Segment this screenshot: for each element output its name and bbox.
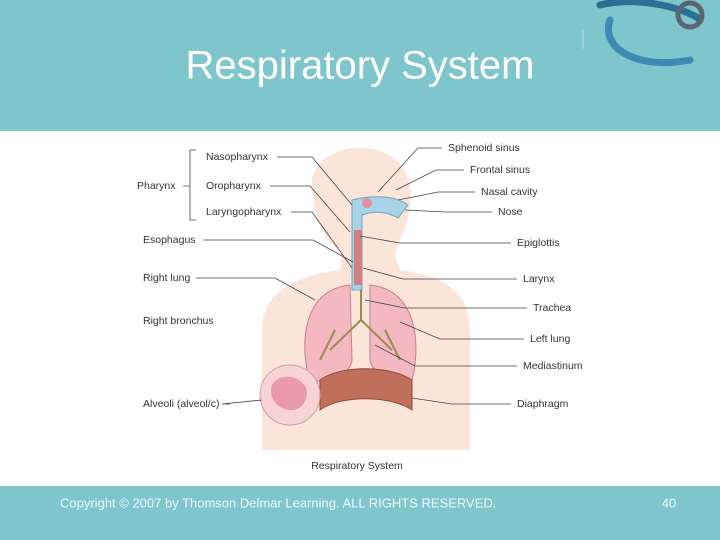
left-label: Esophagus [143, 234, 196, 246]
right-label: Frontal sinus [470, 164, 530, 176]
pharynx-bracket [183, 149, 196, 221]
leader-line [395, 169, 464, 191]
leader-line [404, 209, 492, 213]
leader-line [374, 344, 517, 367]
right-label: Trachea [533, 302, 571, 314]
left-label: Pharynx [137, 180, 176, 192]
caption: Respiratory System [311, 460, 403, 472]
leader-line [270, 185, 351, 233]
left-label: Oropharynx [206, 180, 262, 192]
leader-line [359, 235, 511, 244]
right-label: Diaphragm [517, 398, 569, 410]
left-label: Alveoli (alveol/c) [143, 398, 219, 410]
left-label: Laryngopharynx [206, 206, 282, 218]
anatomy-illustration [259, 147, 470, 450]
right-label: Left lung [530, 333, 570, 345]
footer-band [0, 486, 720, 540]
leader-line [397, 191, 475, 201]
leader-line [277, 156, 353, 206]
left-label: Right lung [143, 272, 190, 284]
leader-lines [183, 147, 527, 405]
leader-line [362, 267, 517, 280]
leader-line [411, 397, 511, 405]
right-label: Nasal cavity [481, 186, 538, 198]
slide-title: Respiratory System [186, 44, 535, 88]
right-label: Sphenoid sinus [448, 142, 520, 154]
right-label: Epiglottis [517, 237, 560, 249]
leader-line [364, 299, 527, 309]
leader-line [196, 277, 316, 301]
right-label: Nose [498, 206, 523, 218]
stethoscope-icon [582, 0, 705, 67]
copyright: Copyright © 2007 by Thomson Delmar Learn… [60, 495, 496, 510]
left-label: Nasopharynx [206, 151, 269, 163]
right-label: Larynx [523, 273, 555, 285]
page-number: 40 [662, 495, 676, 510]
leader-line [377, 147, 442, 193]
left-label: Right bronchus [143, 315, 214, 327]
leader-line [203, 239, 354, 263]
leader-line [221, 399, 263, 405]
leader-line [399, 321, 524, 340]
right-label: Mediastinum [523, 360, 583, 372]
leader-line [291, 211, 353, 269]
header-band [0, 0, 720, 131]
